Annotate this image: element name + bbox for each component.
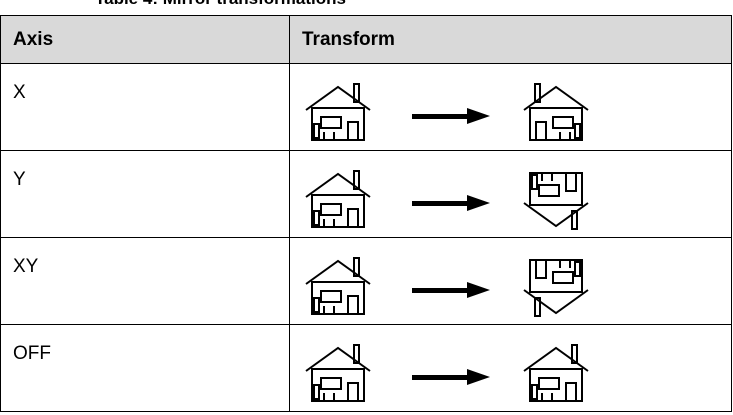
row: OFF [0, 324, 732, 412]
transform-cell [289, 63, 732, 151]
transform-cell [289, 324, 732, 412]
transform-illustration [305, 257, 589, 317]
transform-illustration [305, 344, 589, 402]
header-cell: Transform [289, 15, 732, 64]
axis-cell: OFF [0, 324, 290, 412]
axis-cell: Y [0, 150, 290, 238]
transform-illustration [305, 170, 589, 230]
transform-illustration [305, 83, 589, 141]
transform-cell [289, 237, 732, 325]
header-cell: Axis [0, 15, 290, 64]
header-row: Axis Transform [0, 15, 732, 64]
axis-cell: XY [0, 237, 290, 325]
table-caption: Table 4: Mirror transformations [95, 0, 346, 9]
row: Y [0, 150, 732, 238]
transform-cell [289, 150, 732, 238]
axis-cell: X [0, 63, 290, 151]
table: Axis Transform X Y XY [0, 15, 732, 412]
row: XY [0, 237, 732, 325]
row: X [0, 63, 732, 151]
